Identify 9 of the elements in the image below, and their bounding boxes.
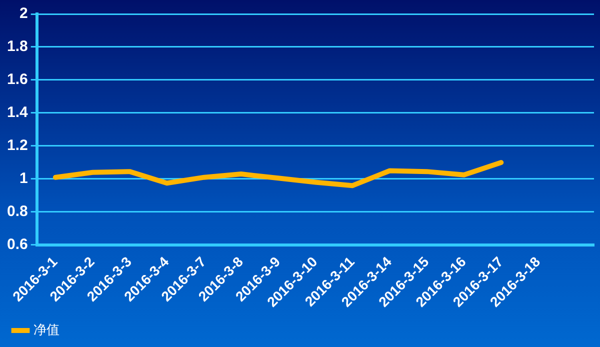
y-tick-label: 2 [20,5,28,22]
y-tick-label: 1.2 [6,137,28,154]
y-tick-label: 1.6 [6,71,28,88]
y-tick-label: 1.4 [6,104,28,122]
y-tick-label: 1.8 [6,38,28,56]
legend-label: 净值 [34,322,60,338]
y-tick-label: 0.6 [6,236,28,254]
y-tick-label: 0.8 [6,203,28,220]
y-tick-label: 1 [20,170,28,188]
